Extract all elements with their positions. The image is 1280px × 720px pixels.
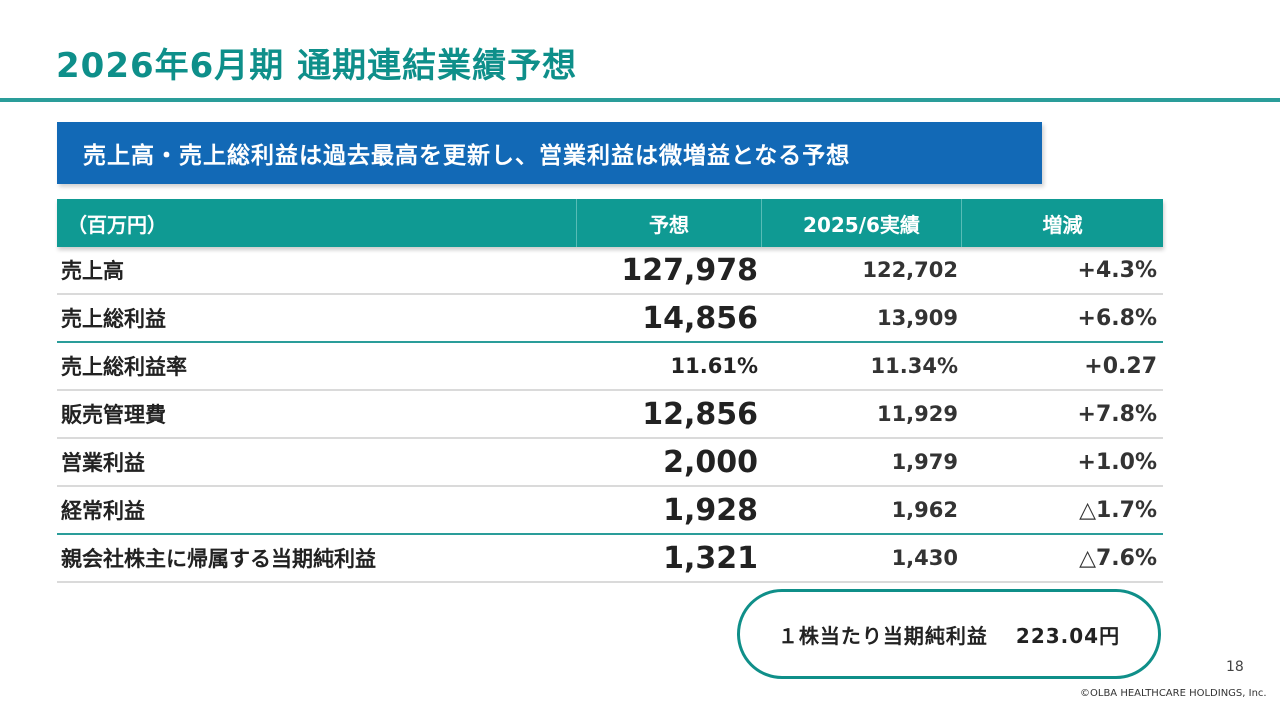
row-forecast: 1,928 — [663, 492, 758, 528]
table-row-net-sales: 売上高 127,978 122,702 +4.3% — [57, 247, 1163, 295]
row-change: +7.8% — [1077, 401, 1157, 427]
row-forecast: 11.61% — [670, 354, 758, 378]
row-change: +1.0% — [1077, 449, 1157, 475]
row-actual: 11.34% — [870, 354, 958, 378]
row-change: +0.27 — [1084, 353, 1157, 379]
eps-label: １株当たり当期純利益 — [777, 623, 988, 648]
row-forecast: 127,978 — [621, 252, 758, 288]
row-label: 販売管理費 — [61, 403, 166, 427]
copyright-notice: ©OLBA HEALTHCARE HOLDINGS, Inc. — [1080, 688, 1267, 699]
eps-value: 223.04円 — [1015, 623, 1121, 648]
row-actual: 122,702 — [862, 258, 958, 282]
table-header: （百万円） 予想 2025/6実績 増減 — [57, 199, 1163, 247]
row-actual: 1,430 — [891, 546, 958, 570]
row-forecast: 14,856 — [642, 300, 758, 336]
row-actual: 11,929 — [876, 402, 958, 426]
row-forecast: 12,856 — [642, 396, 758, 432]
table-row-gross-margin: 売上総利益率 11.61% 11.34% +0.27 — [57, 343, 1163, 391]
page-title: 2026年6月期 通期連結業績予想 — [56, 46, 578, 86]
forecast-table: （百万円） 予想 2025/6実績 増減 売上高 127,978 122,702… — [57, 199, 1163, 583]
eps-callout: １株当たり当期純利益 223.04円 — [737, 589, 1161, 679]
headline-banner: 売上高・売上総利益は過去最高を更新し、営業利益は微増益となる予想 — [57, 122, 1042, 184]
row-actual: 1,962 — [891, 498, 958, 522]
row-change: △1.7% — [1079, 497, 1157, 523]
table-row-sga: 販売管理費 12,856 11,929 +7.8% — [57, 391, 1163, 439]
row-label: 売上総利益 — [61, 307, 166, 331]
row-actual: 13,909 — [876, 306, 958, 330]
header-forecast: 予想 — [577, 199, 762, 247]
row-forecast: 2,000 — [663, 444, 758, 480]
row-forecast: 1,321 — [663, 540, 758, 576]
row-change: +4.3% — [1077, 257, 1157, 283]
table-row-gross-profit: 売上総利益 14,856 13,909 +6.8% — [57, 295, 1163, 343]
row-label: 営業利益 — [61, 451, 145, 475]
table-row-net-income: 親会社株主に帰属する当期純利益 1,321 1,430 △7.6% — [57, 535, 1163, 583]
row-change: +6.8% — [1077, 305, 1157, 331]
headline-text: 売上高・売上総利益は過去最高を更新し、営業利益は微増益となる予想 — [83, 143, 851, 169]
row-label: 売上高 — [61, 259, 124, 283]
header-actual: 2025/6実績 — [762, 199, 962, 247]
header-change: 増減 — [1042, 212, 1083, 237]
row-actual: 1,979 — [891, 450, 958, 474]
table-row-operating-profit: 営業利益 2,000 1,979 +1.0% — [57, 439, 1163, 487]
header-unit: （百万円） — [57, 199, 577, 247]
row-label: 売上総利益率 — [61, 355, 187, 379]
row-label: 経常利益 — [61, 499, 145, 523]
row-label: 親会社株主に帰属する当期純利益 — [61, 547, 376, 571]
row-change: △7.6% — [1079, 545, 1157, 571]
page-number: 18 — [1226, 659, 1244, 675]
table-row-ordinary-profit: 経常利益 1,928 1,962 △1.7% — [57, 487, 1163, 535]
title-divider — [0, 98, 1280, 102]
